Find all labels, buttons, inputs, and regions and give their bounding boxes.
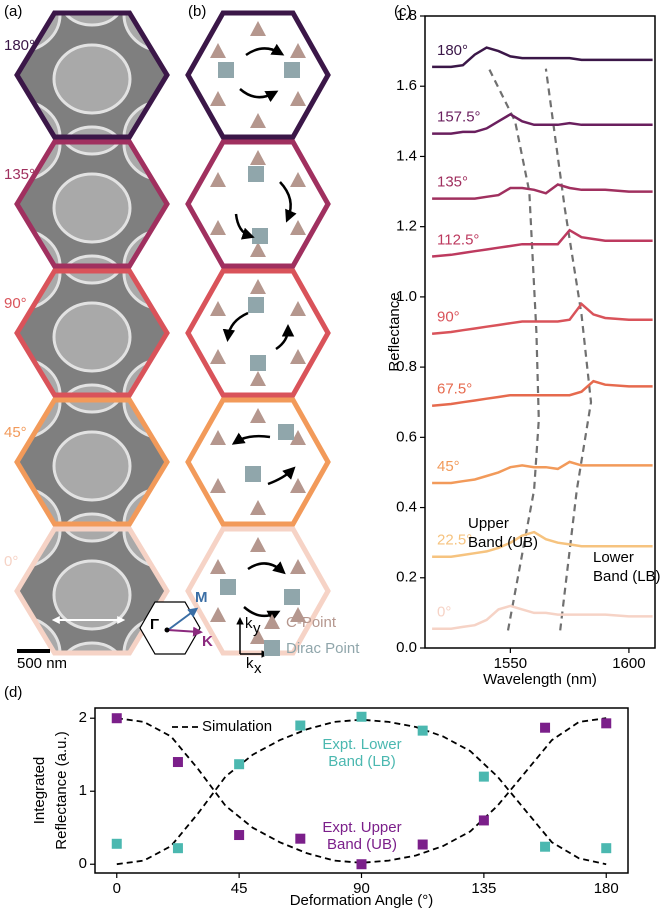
- data-point: [479, 772, 489, 782]
- dirac-point: [284, 62, 300, 78]
- y-axis-label: Integrated: [31, 757, 48, 825]
- x-tick-label: 1550: [494, 655, 527, 672]
- series-label: 135°: [437, 174, 468, 191]
- legend-label: Simulation: [202, 718, 272, 735]
- series-label: 45°: [437, 458, 460, 475]
- data-point: [601, 843, 611, 853]
- spectrum-line: [432, 304, 652, 334]
- panel-label: (d): [4, 684, 22, 701]
- dirac-point: [284, 589, 300, 605]
- data-point: [112, 839, 122, 849]
- y-tick-label: 0.2: [396, 569, 417, 586]
- legend-label: C-Point: [286, 614, 337, 631]
- band-annotation: Upper: [468, 515, 509, 532]
- kx-label: k: [246, 655, 254, 672]
- x-tick-label: 0: [113, 880, 121, 897]
- x-axis-label: Deformation Angle (°): [290, 892, 434, 909]
- y-tick-label: 1.8: [396, 7, 417, 24]
- data-point: [418, 726, 428, 736]
- data-point: [601, 718, 611, 728]
- y-axis-label: Reflectance: [386, 292, 403, 371]
- series-label: Band (LB): [328, 753, 396, 770]
- ky-sub: y: [253, 620, 261, 637]
- series-label: 157.5°: [437, 109, 481, 126]
- dirac-point: [220, 579, 236, 595]
- data-point: [479, 815, 489, 825]
- angle-label: 90°: [4, 295, 27, 312]
- legend-label: Dirac Point: [286, 640, 360, 657]
- dirac-point: [248, 166, 264, 182]
- data-point: [234, 830, 244, 840]
- y-tick-label: 2: [79, 709, 87, 726]
- y-tick-label: 1.6: [396, 77, 417, 94]
- sem-hole: [54, 174, 130, 242]
- data-point: [357, 712, 367, 722]
- data-point: [540, 842, 550, 852]
- sem-hole: [54, 561, 130, 629]
- series-label: 112.5°: [437, 231, 479, 248]
- x-axis-label: Wavelength (nm): [483, 671, 597, 688]
- y-tick-label: 0.6: [396, 428, 417, 445]
- gamma-label: Γ: [150, 616, 159, 633]
- series-label: 0°: [437, 604, 451, 621]
- y-tick-label: 0.4: [396, 499, 417, 516]
- x-tick-label: 135: [471, 880, 496, 897]
- data-point: [357, 859, 367, 869]
- sem-hole: [54, 303, 130, 371]
- y-tick-label: 1.4: [396, 147, 417, 164]
- dirac-point: [252, 228, 268, 244]
- spectrum-line: [432, 606, 652, 629]
- dirac-point: [218, 62, 234, 78]
- panel-label: (a): [4, 3, 22, 20]
- y-axis-label: Reflectance (a.u.): [53, 731, 70, 849]
- data-point: [112, 713, 122, 723]
- series-label: 180°: [437, 42, 468, 59]
- ky-label: k: [245, 615, 253, 632]
- band-annotation: Lower: [593, 549, 634, 566]
- series-label: 67.5°: [437, 381, 472, 398]
- y-tick-label: 0.0: [396, 639, 417, 656]
- dirac-point: [248, 297, 264, 313]
- sem-hole: [54, 45, 130, 113]
- spectrum-line: [432, 462, 652, 483]
- scale-bar-label: 500 nm: [17, 655, 67, 672]
- data-point: [295, 834, 305, 844]
- legend-dirac-point: [264, 640, 280, 656]
- series-label: 90°: [437, 309, 460, 326]
- angle-label: 180°: [4, 37, 35, 54]
- sem-hole: [54, 432, 130, 500]
- angle-label: 45°: [4, 424, 27, 441]
- series-label: Band (UB): [327, 836, 397, 853]
- y-tick-label: 1.2: [396, 218, 417, 235]
- data-point: [418, 840, 428, 850]
- x-tick-label: 45: [231, 880, 248, 897]
- y-tick-label: 1: [79, 782, 87, 799]
- data-point: [540, 723, 550, 733]
- dirac-point: [278, 424, 294, 440]
- x-tick-label: 1600: [612, 655, 645, 672]
- figure: (a) (b) (c) (d) 180°135°90°45°0°500 nmΓM…: [0, 0, 663, 915]
- x-tick-label: 180: [594, 880, 619, 897]
- band-annotation: Band (LB): [593, 568, 661, 585]
- panel-label: (b): [188, 3, 206, 20]
- data-point: [234, 759, 244, 769]
- series-label: Expt. Lower: [322, 736, 401, 753]
- angle-label: 135°: [4, 166, 35, 183]
- data-point: [173, 843, 183, 853]
- dirac-point: [250, 355, 266, 371]
- k-label: K: [202, 633, 213, 650]
- data-point: [295, 721, 305, 731]
- dirac-point: [245, 466, 261, 482]
- m-label: M: [195, 589, 208, 606]
- series-label: 22.5°: [437, 532, 472, 549]
- series-label: Expt. Upper: [322, 819, 401, 836]
- gamma-point: [165, 628, 170, 633]
- data-point: [173, 757, 183, 767]
- kx-sub: x: [254, 660, 262, 677]
- y-tick-label: 0: [79, 855, 87, 872]
- sem-hole: [62, 643, 122, 687]
- angle-label: 0°: [4, 553, 18, 570]
- band-annotation: Band (UB): [468, 534, 538, 551]
